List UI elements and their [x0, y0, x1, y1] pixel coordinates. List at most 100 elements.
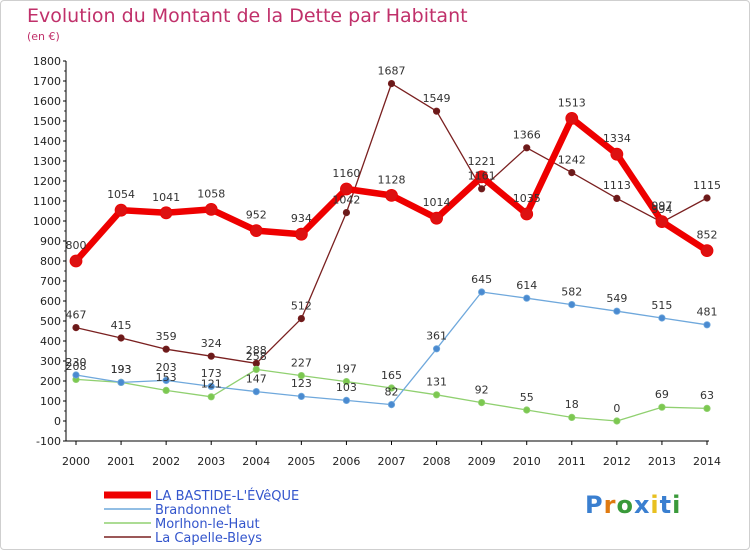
chart-subtitle: (en €)	[27, 30, 60, 43]
data-point	[523, 406, 531, 414]
data-point	[655, 215, 669, 229]
logo-letter: P	[585, 491, 604, 519]
x-tick-label: 2014	[693, 455, 721, 468]
data-point	[658, 403, 666, 411]
logo-letter: i	[672, 491, 682, 519]
x-tick-label: 2008	[423, 455, 451, 468]
data-point	[294, 227, 308, 241]
data-point	[478, 185, 486, 193]
data-point	[252, 365, 260, 373]
logo-letter: i	[650, 491, 660, 519]
data-label: 230	[66, 356, 87, 369]
x-tick-label: 2006	[332, 455, 360, 468]
data-point	[700, 244, 714, 258]
data-point	[162, 345, 170, 353]
data-label: 69	[655, 388, 669, 401]
data-point	[432, 391, 441, 399]
data-point	[565, 112, 579, 125]
y-tick-label: 200	[40, 375, 61, 388]
y-tick-label: 600	[40, 295, 61, 308]
y-tick-label: 1600	[33, 95, 61, 108]
data-point	[72, 323, 80, 332]
series-lines	[69, 80, 714, 425]
data-label: 549	[606, 292, 627, 305]
data-label: 1687	[378, 64, 406, 77]
data-label: 481	[697, 306, 718, 319]
data-point	[478, 288, 486, 296]
legend-label: LA BASTIDE-L'ÉVêQUE	[155, 488, 299, 504]
x-tick-label: 2007	[378, 455, 406, 468]
data-label: 1513	[558, 96, 586, 109]
series-line	[75, 82, 708, 365]
data-point	[613, 417, 621, 425]
data-label: 359	[156, 330, 177, 343]
x-tick-label: 2010	[513, 455, 541, 468]
data-label: 197	[336, 362, 357, 375]
data-point	[297, 371, 305, 380]
x-tick-label: 2000	[62, 455, 90, 468]
logo-letter: x	[633, 491, 651, 519]
data-point	[568, 300, 576, 309]
x-tick-label: 2009	[468, 455, 496, 468]
data-label: 1221	[468, 155, 496, 168]
data-label: 1160	[332, 167, 360, 180]
y-tick-label: 100	[40, 395, 61, 408]
data-point	[387, 400, 396, 409]
data-point	[703, 321, 711, 329]
data-point	[340, 182, 353, 196]
y-tick-label: 0	[54, 415, 61, 428]
data-point	[117, 334, 125, 342]
y-tick-label: 1300	[33, 155, 61, 168]
x-tick-label: 2011	[558, 455, 586, 468]
data-label: 324	[201, 337, 222, 350]
data-point	[162, 376, 170, 384]
data-point	[703, 194, 711, 202]
data-point	[387, 80, 396, 88]
y-tick-label: 300	[40, 355, 61, 368]
y-tick-label: 500	[40, 315, 61, 328]
data-point	[342, 209, 351, 217]
data-point	[252, 387, 260, 396]
data-point	[207, 382, 215, 390]
data-label: 1014	[423, 196, 451, 209]
data-label: 165	[381, 369, 402, 382]
data-point	[613, 307, 621, 315]
legend: LA BASTIDE-L'ÉVêQUEBrandonnetMorlhon-le-…	[104, 488, 299, 546]
data-point	[385, 188, 398, 202]
data-label: 994	[651, 203, 672, 216]
logo-letter: o	[616, 491, 634, 519]
data-label: 512	[291, 299, 312, 312]
data-label: 1041	[152, 191, 180, 204]
data-point	[69, 254, 83, 268]
chart-title: Evolution du Montant de la Dette par Hab…	[27, 5, 468, 27]
data-point	[520, 207, 534, 221]
y-tick-label: 1500	[33, 115, 61, 128]
logo-letter: r	[603, 491, 617, 519]
data-label: 1113	[603, 179, 631, 192]
data-point	[523, 144, 531, 152]
data-point	[342, 377, 351, 386]
data-point	[204, 202, 218, 216]
data-point	[114, 203, 128, 217]
x-tick-label: 2013	[648, 455, 676, 468]
data-point	[568, 169, 576, 177]
data-label: 203	[156, 361, 177, 374]
data-label: 515	[651, 299, 672, 312]
data-label: 208	[66, 360, 87, 373]
data-label: 467	[66, 308, 87, 321]
data-point	[342, 396, 351, 404]
data-label: 800	[66, 239, 87, 252]
y-tick-label: 400	[40, 335, 61, 348]
data-label: 227	[291, 356, 312, 369]
data-label: 1035	[513, 192, 541, 205]
data-label: 1128	[378, 173, 406, 186]
data-point	[297, 314, 305, 323]
logo-letter: t	[659, 491, 673, 519]
data-label: 1549	[423, 92, 451, 105]
data-point	[523, 294, 531, 302]
data-labels: 467 415 359 324 288 512 1042 1687 1549 1161 1366 12…	[66, 64, 722, 414]
data-label: 1058	[197, 187, 225, 200]
data-label: 258	[246, 350, 267, 363]
y-tick-label: 900	[40, 235, 61, 248]
